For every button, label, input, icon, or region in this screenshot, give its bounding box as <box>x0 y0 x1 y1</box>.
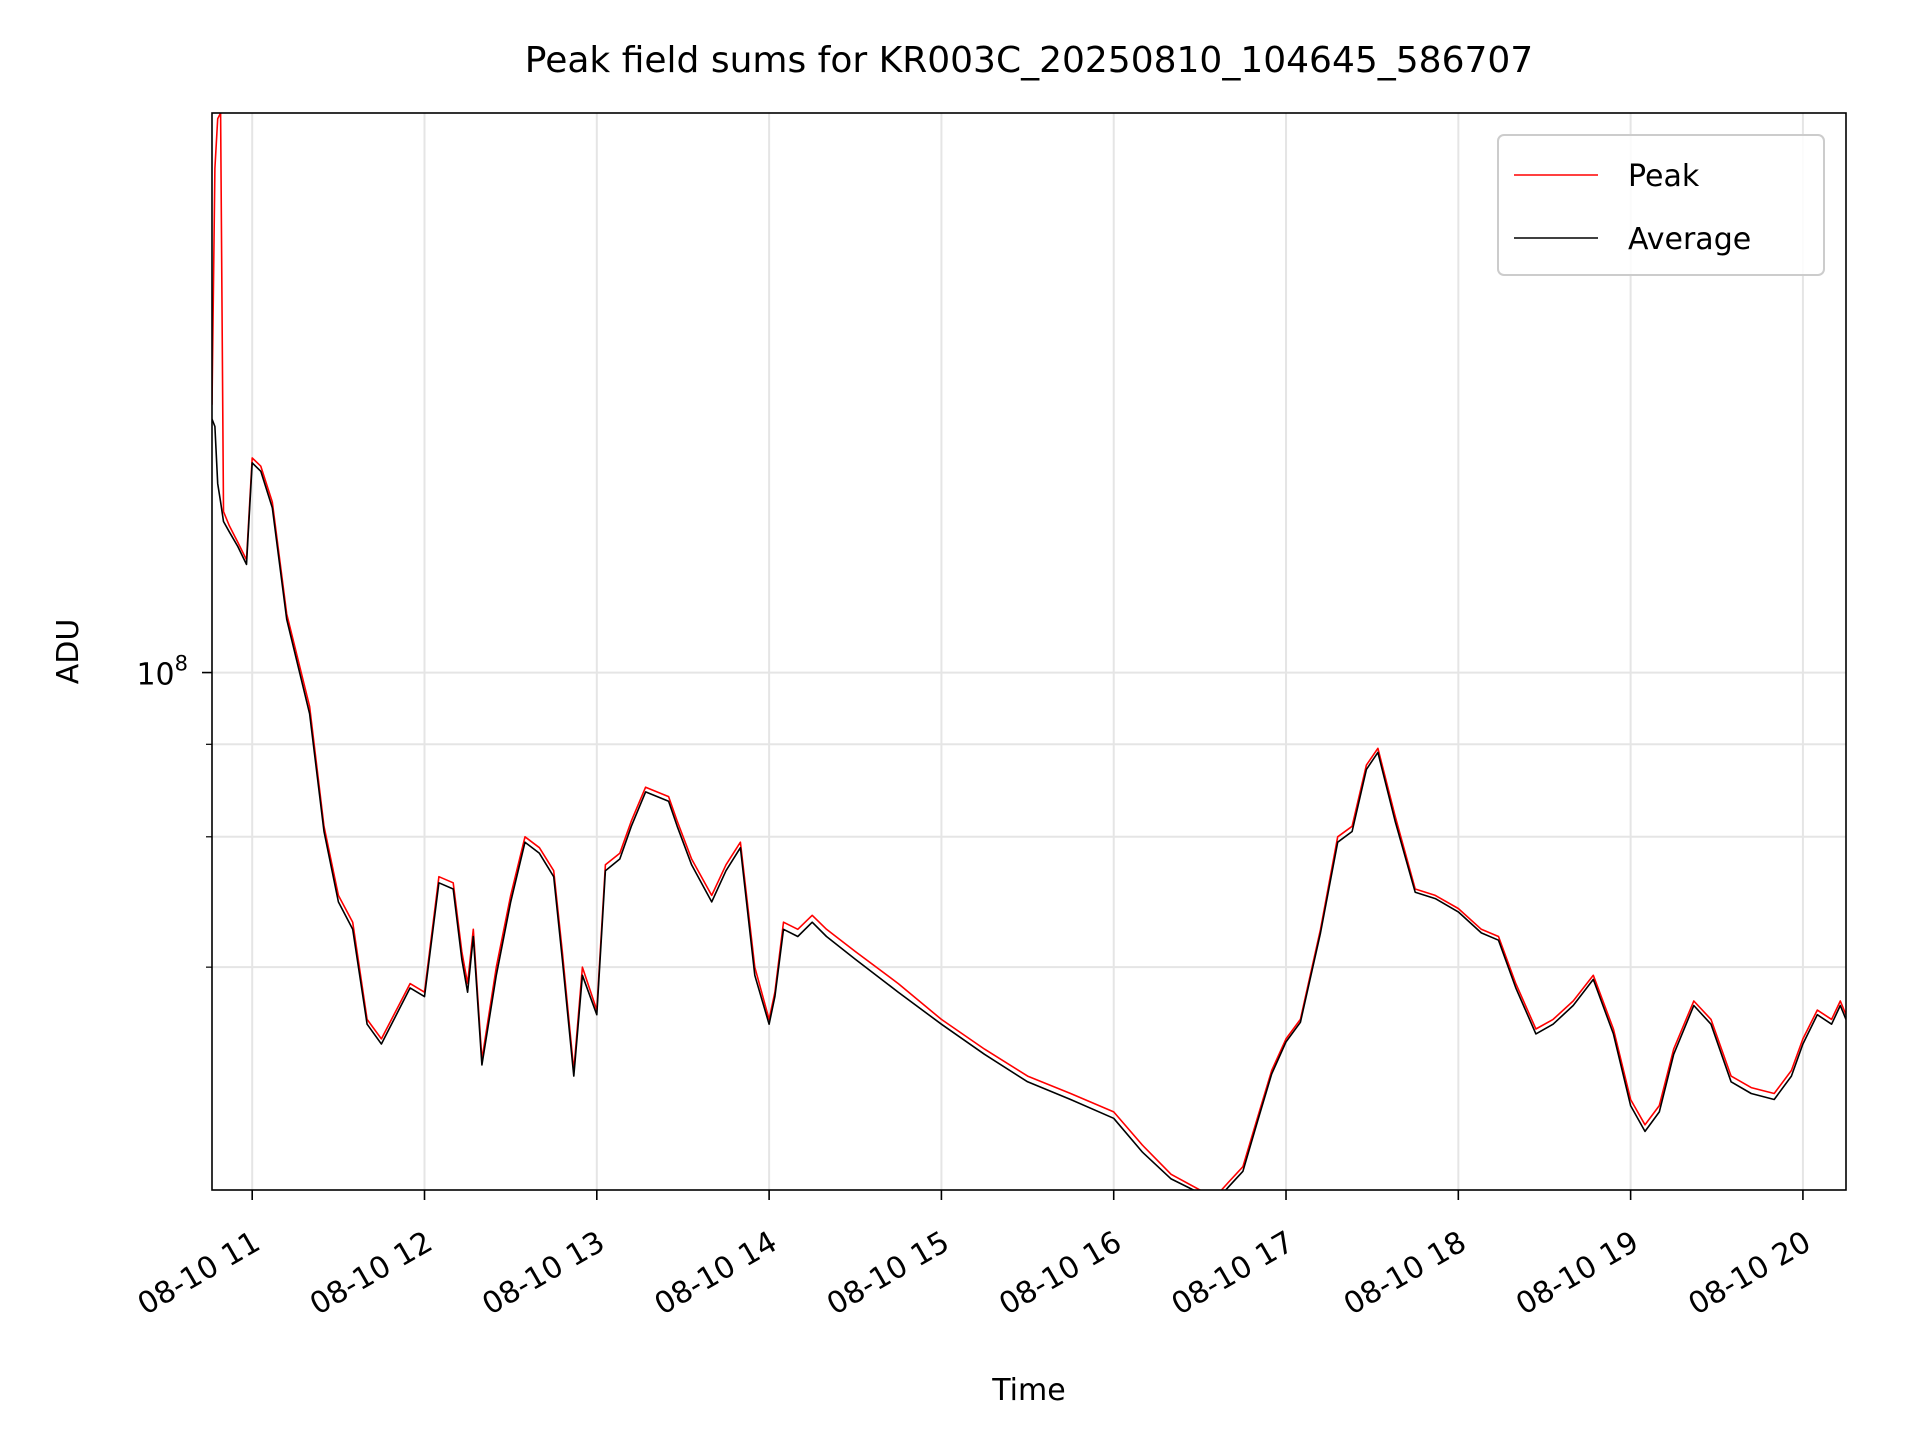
series-line-peak <box>212 113 1846 1190</box>
y-axis-label: ADU <box>51 619 86 685</box>
grid-lines <box>212 113 1846 1190</box>
plot-frame <box>211 112 1847 1191</box>
series-line-average <box>212 418 1846 1190</box>
legend-label-peak: Peak <box>1628 159 1700 194</box>
chart-title: Peak field sums for KR003C_20250810_1046… <box>525 40 1533 81</box>
y-tick-label: 108 <box>136 652 188 693</box>
legend: Peak Average <box>1497 134 1825 276</box>
plot-series <box>212 113 1846 1190</box>
legend-box <box>1497 134 1825 276</box>
legend-label-average: Average <box>1628 222 1751 257</box>
x-axis-label: Time <box>991 1373 1065 1408</box>
y-tick-exponent: 8 <box>175 652 188 676</box>
